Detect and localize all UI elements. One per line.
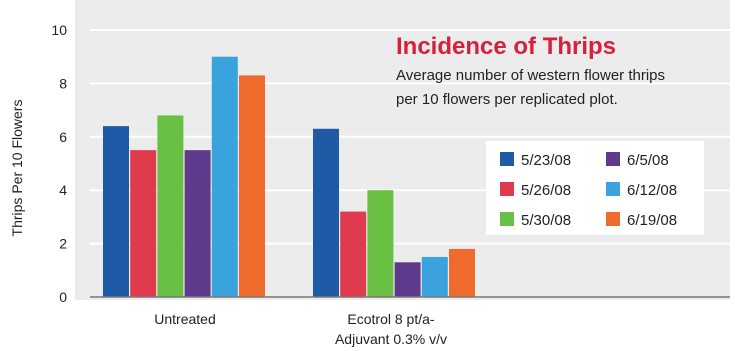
legend-label: 5/23/08 — [521, 152, 571, 169]
bar — [367, 190, 394, 297]
bar — [449, 248, 475, 297]
category-labels: Untreated Ecotrol 8 pt/a- Adjuvant 0.3% v/… — [154, 311, 447, 347]
legend-swatch — [606, 182, 620, 196]
legend: 5/23/08 6/5/08 5/26/08 6/12/08 5/30/08 6/19/0… — [486, 141, 704, 235]
bar — [239, 75, 265, 297]
legend-swatch — [500, 212, 514, 226]
bar — [103, 126, 129, 298]
legend-swatch — [500, 152, 514, 166]
bar — [184, 150, 211, 297]
category-label: Adjuvant 0.3% v/v — [335, 331, 447, 347]
category-label: Ecotrol 8 pt/a- — [347, 311, 434, 327]
legend-label: 6/12/08 — [627, 182, 677, 199]
chart-subtitle-line-2: per 10 flowers per replicated plot. — [396, 91, 618, 108]
y-axis-label: Thrips Per 10 Flowers — [9, 100, 25, 237]
bar-series — [103, 56, 475, 298]
bar — [130, 150, 157, 297]
bar — [313, 128, 339, 297]
bar — [157, 115, 184, 297]
category-label: Untreated — [154, 311, 215, 327]
y-tick-label: 4 — [59, 182, 67, 198]
legend-swatch — [500, 182, 514, 196]
legend-label: 5/30/08 — [521, 212, 571, 229]
legend-swatch — [606, 152, 620, 166]
y-tick-labels: 0 2 4 6 8 10 — [51, 22, 67, 305]
legend-label: 5/26/08 — [521, 182, 571, 199]
legend-box — [486, 141, 704, 235]
y-tick-label: 8 — [59, 75, 67, 91]
chart-title: Incidence of Thrips — [396, 33, 616, 60]
legend-label: 6/19/08 — [627, 212, 677, 229]
y-tick-label: 2 — [59, 236, 67, 252]
chart-subtitle-line-1: Average number of western flower thrips — [396, 67, 665, 84]
y-tick-label: 0 — [59, 289, 67, 305]
bar — [421, 256, 448, 297]
legend-label: 6/5/08 — [627, 152, 669, 169]
y-tick-label: 6 — [59, 129, 67, 145]
bar — [394, 262, 421, 297]
bar — [211, 56, 238, 298]
legend-swatch — [606, 212, 620, 226]
bar — [340, 211, 367, 297]
y-tick-label: 10 — [51, 22, 67, 38]
